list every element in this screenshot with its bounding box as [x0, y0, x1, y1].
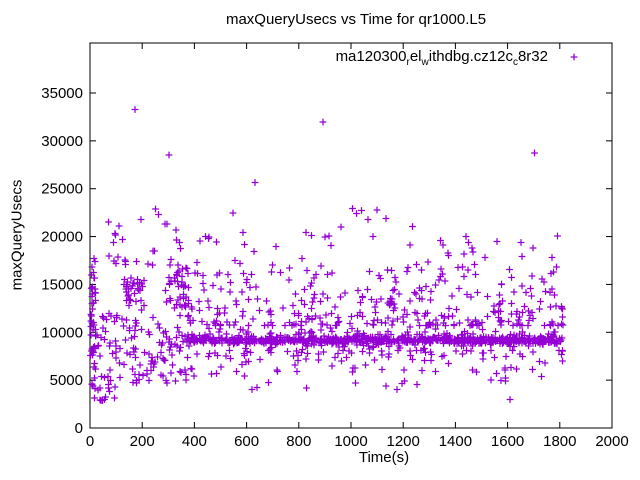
x-tick-label: 1200 [387, 433, 420, 450]
axis-ticks [89, 43, 613, 429]
scatter-points [87, 106, 567, 404]
y-tick-label: 30000 [41, 133, 83, 150]
x-axis-title: Time(s) [358, 449, 410, 466]
x-tick-label: 400 [182, 433, 207, 450]
x-tick-label: 1000 [334, 433, 367, 450]
x-tick-label: 1400 [439, 433, 472, 450]
x-tick-label: 200 [130, 433, 155, 450]
y-tick-label: 25000 [41, 181, 83, 198]
legend-text-segment: ma120300 [335, 48, 407, 66]
legend-text-segment: 8r32 [517, 48, 548, 66]
x-tick-label: 1800 [543, 433, 576, 450]
legend-text-segment: el [409, 48, 422, 66]
legend-series-label: ma120300relwithdbg.cz12cc8r32 [335, 48, 548, 69]
plus-marker-icon [570, 53, 578, 61]
x-tick-label: 600 [234, 433, 259, 450]
legend-text-segment: ithdbg.cz12c [428, 48, 513, 66]
y-tick-label: 0 [75, 420, 83, 437]
legend-subscript: w [421, 57, 429, 69]
y-tick-label: 10000 [41, 324, 83, 341]
x-tick-label: 2000 [595, 433, 628, 450]
chart-title: maxQueryUsecs vs Time for qr1000.L5 [225, 11, 487, 28]
y-tick-label: 15000 [41, 276, 83, 293]
y-tick-label: 35000 [41, 85, 83, 102]
x-tick-label: 0 [86, 433, 94, 450]
legend-subscript: c [512, 57, 518, 69]
axis-tick-labels: 0 200 400 600 800 1000 1200 1400 1600 1800 2000050… [41, 85, 628, 450]
y-tick-label: 5000 [50, 372, 83, 389]
legend: ma120300relwithdbg.cz12cc8r32 [335, 48, 548, 69]
plot-frame [89, 42, 613, 429]
x-tick-label: 800 [286, 433, 311, 450]
y-tick-label: 20000 [41, 229, 83, 246]
x-tick-label: 1600 [491, 433, 524, 450]
legend-subscript: r [406, 57, 410, 69]
